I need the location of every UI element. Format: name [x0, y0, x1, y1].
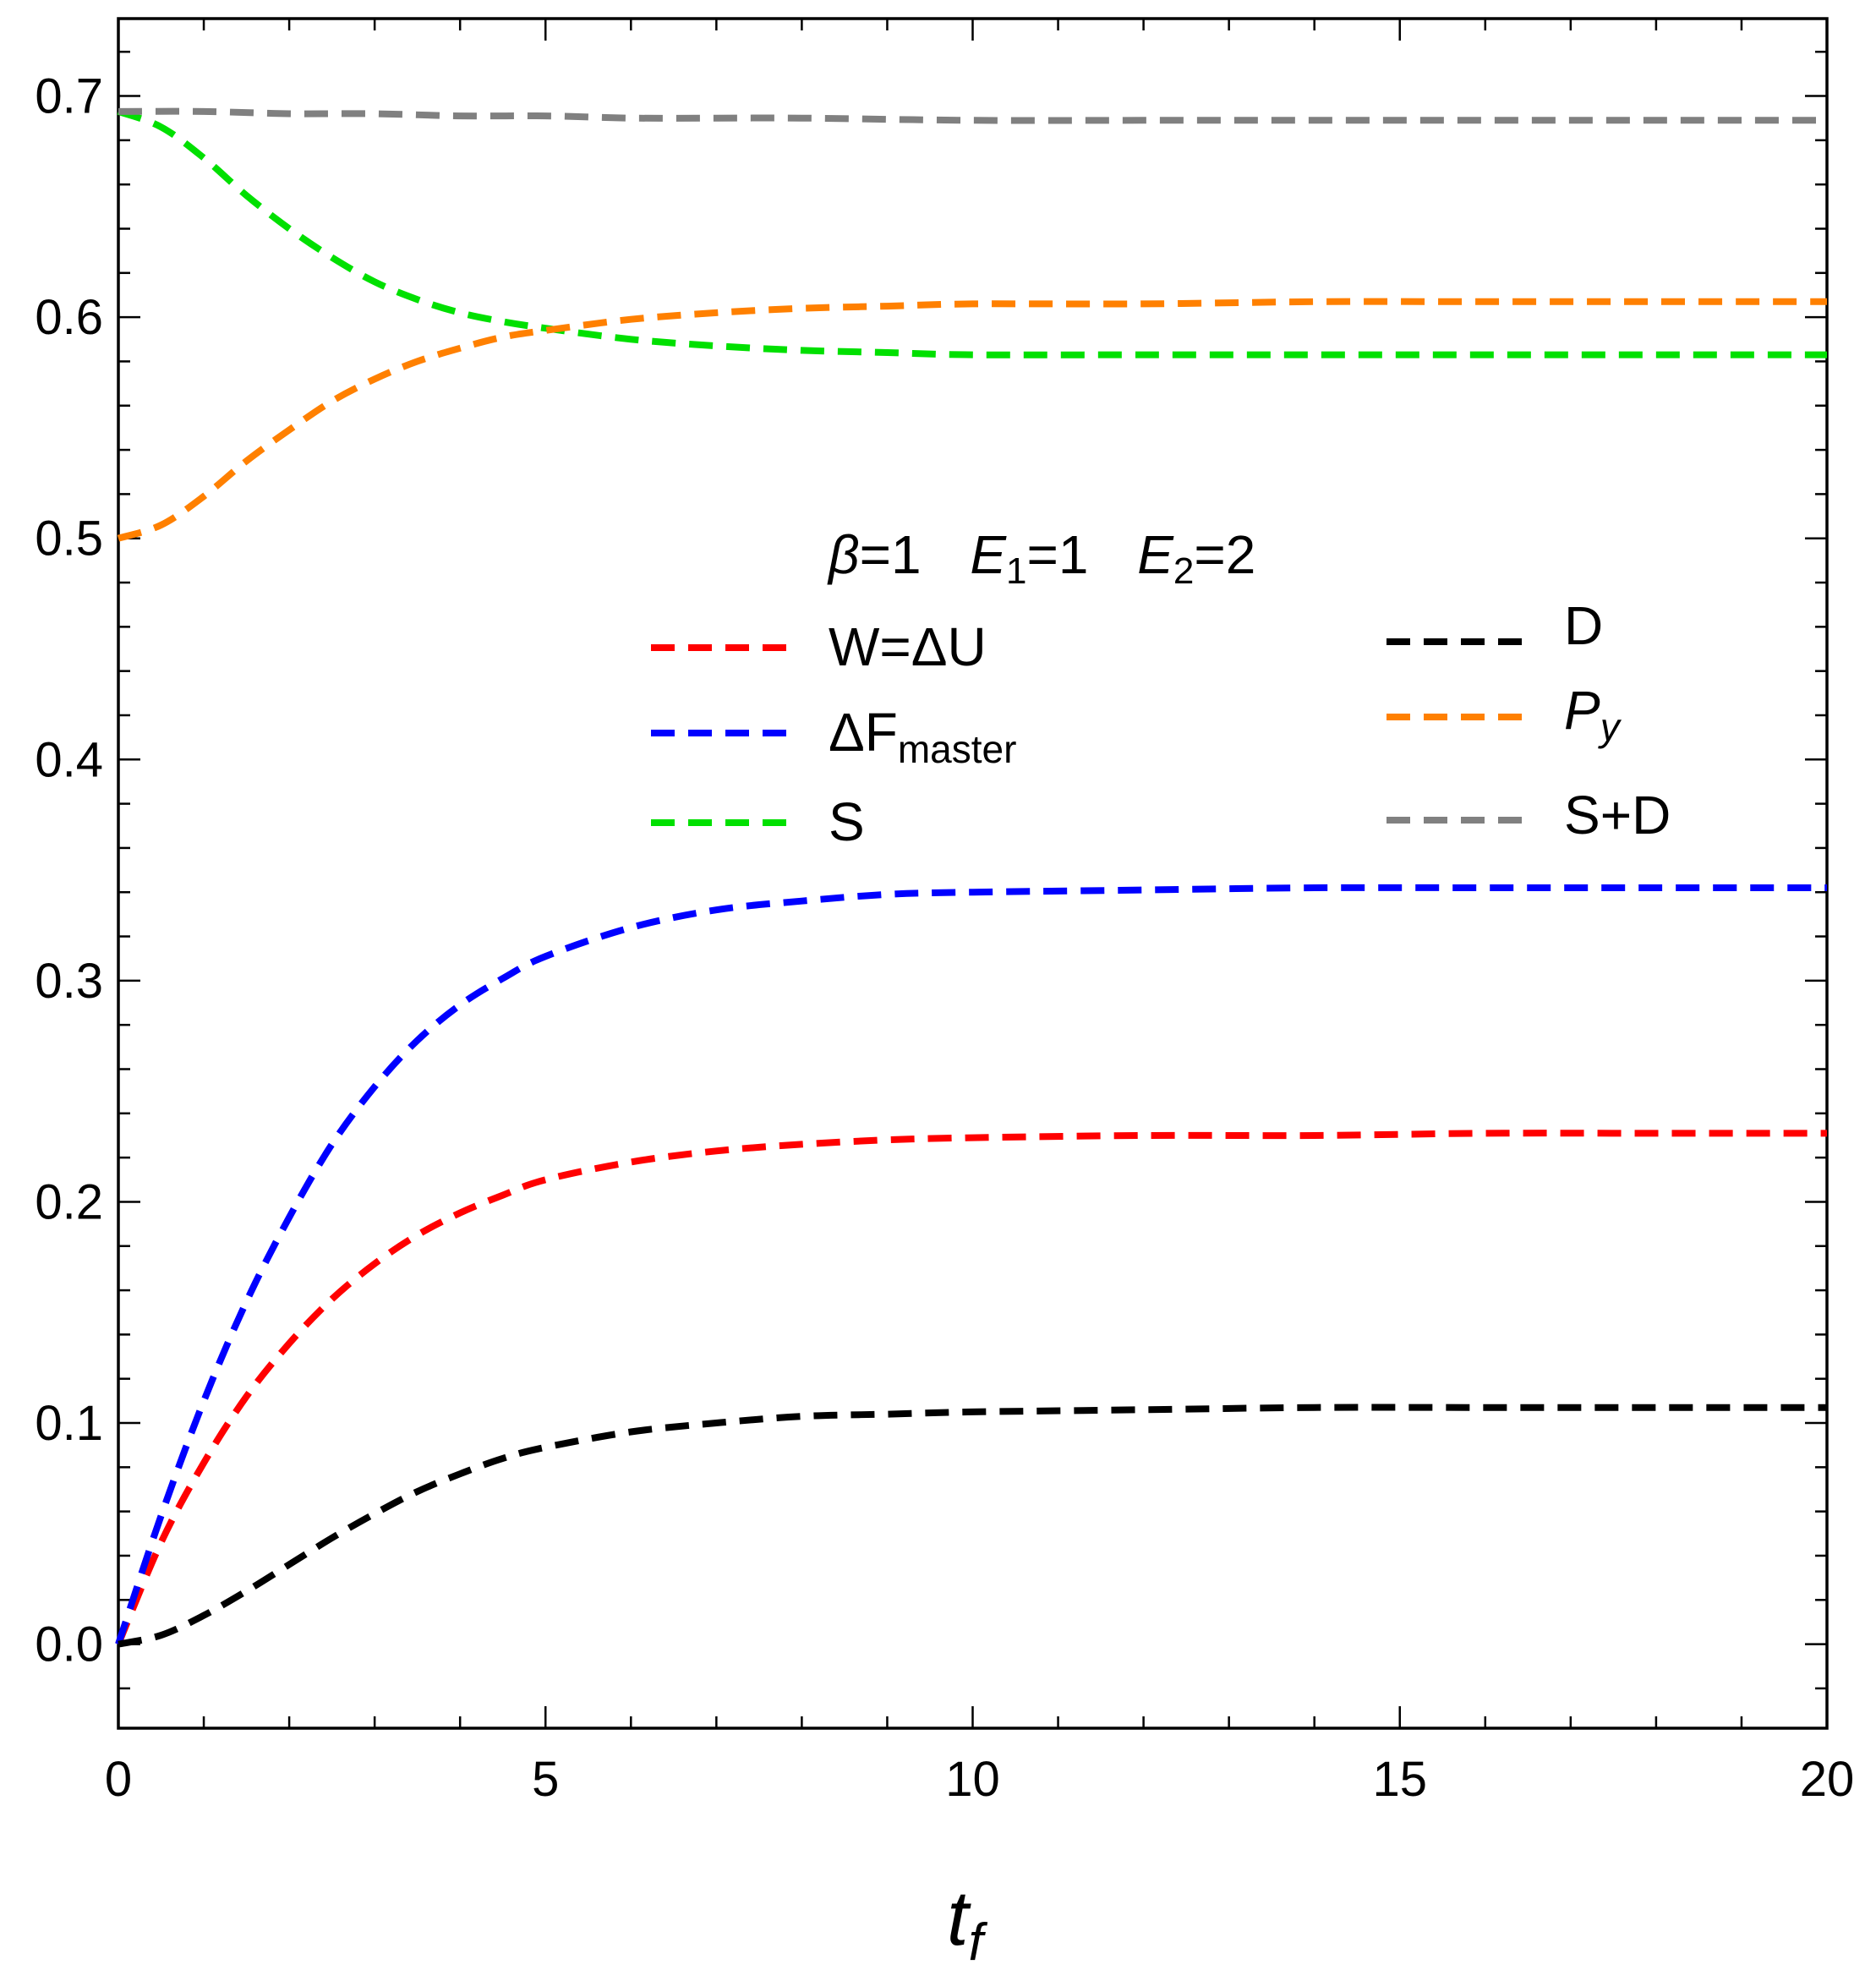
legend-label-w: W=ΔU	[829, 616, 987, 677]
x-axis-title-subscript: f	[969, 1913, 988, 1972]
y-tick-label: 0.7	[35, 69, 103, 124]
plot-frame	[117, 17, 1829, 1730]
y-tick-label: 0.3	[35, 954, 103, 1009]
legend-label-df: ΔFmaster	[829, 702, 1016, 771]
legend: β=1 E1=1 E2=2 W=ΔU ΔFmaster S D Py S+D	[651, 524, 1671, 852]
y-tick-label: 0.1	[35, 1396, 103, 1451]
e1-value: =1	[1026, 524, 1088, 585]
legend-label-df-sub: master	[898, 727, 1017, 771]
x-tick-label: 15	[1372, 1752, 1427, 1807]
x-tick-label: 5	[532, 1752, 559, 1807]
legend-label-sd: S+D	[1564, 785, 1671, 845]
parameter-annotation: β=1 E1=1 E2=2	[827, 524, 1255, 592]
series-w-line	[115, 1130, 1828, 1646]
e2-value: =2	[1194, 524, 1255, 585]
e2-subscript: 2	[1173, 550, 1194, 592]
legend-label-df-main: ΔF	[829, 702, 898, 763]
e1-subscript: 1	[1006, 550, 1026, 592]
x-tick-label: 20	[1800, 1752, 1855, 1807]
e1-symbol: E	[970, 524, 1007, 585]
x-axis-title: tf	[947, 1875, 988, 1972]
series-df-line	[115, 884, 1827, 1645]
legend-label-py-main: P	[1564, 680, 1600, 741]
data-curves	[115, 107, 1828, 1648]
y-tick-label: 0.2	[35, 1174, 103, 1229]
series-s-line	[117, 108, 1827, 358]
x-axis-title-main: t	[947, 1875, 971, 1962]
axis-ticks	[117, 19, 1829, 1728]
axis-tick-labels: 0 5 10 15 20 0.0 0.1 0.2 0.3 0.4 0.5 0.6 0.7	[35, 69, 1854, 1807]
x-tick-label: 10	[945, 1752, 1000, 1807]
y-tick-label: 0.6	[35, 290, 103, 345]
legend-label-py: Py	[1564, 680, 1622, 749]
legend-label-py-sub: y	[1598, 705, 1622, 749]
e2-symbol: E	[1137, 524, 1174, 585]
legend-label-s: S	[829, 791, 865, 852]
series-d-line	[118, 1404, 1827, 1648]
y-tick-label: 0.5	[35, 512, 103, 566]
y-tick-label: 0.0	[35, 1617, 103, 1672]
y-tick-label: 0.4	[35, 732, 103, 787]
x-tick-label: 0	[105, 1752, 132, 1807]
beta-symbol: β	[827, 524, 860, 585]
series-sd-line	[118, 107, 1827, 124]
series-py-line	[117, 298, 1827, 542]
legend-label-d: D	[1564, 595, 1603, 656]
beta-value: =1	[860, 524, 922, 585]
